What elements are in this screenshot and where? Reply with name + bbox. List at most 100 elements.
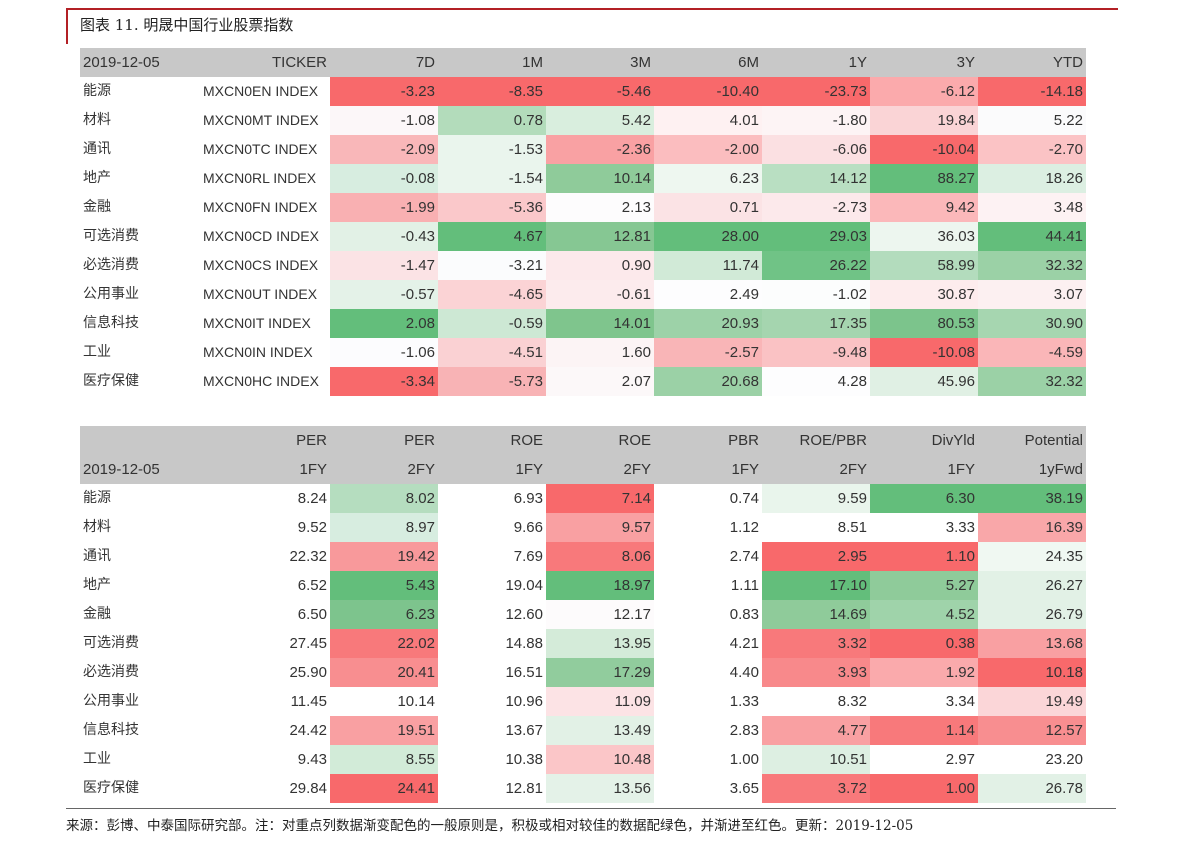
- value-cell: 8.06: [546, 542, 654, 571]
- sector-name: 能源: [83, 490, 111, 506]
- value-cell: 12.17: [546, 600, 654, 629]
- value-cell: 12.57: [978, 716, 1086, 745]
- ticker-cell: MXCN0RL INDEX: [203, 170, 317, 186]
- value-cell: 8.97: [330, 513, 438, 542]
- value-cell: 6.50: [222, 600, 330, 629]
- sector-name: 可选消费: [83, 228, 139, 244]
- value-cell: 44.41: [978, 222, 1086, 251]
- value-cell: 6.93: [438, 484, 546, 513]
- sector-name: 金融: [83, 199, 111, 215]
- value-cell: 4.01: [654, 106, 762, 135]
- subheader-per-2: 2FY: [330, 455, 438, 484]
- value-cell: 10.48: [546, 745, 654, 774]
- value-cell: 11.45: [222, 687, 330, 716]
- value-cell: 17.35: [762, 309, 870, 338]
- value-cell: 24.35: [978, 542, 1086, 571]
- value-cell: -1.47: [330, 251, 438, 280]
- value-cell: 20.93: [654, 309, 762, 338]
- value-cell: 12.60: [438, 600, 546, 629]
- value-cell: -8.35: [438, 77, 546, 106]
- header-7d: 7D: [330, 48, 438, 77]
- value-cell: 12.81: [438, 774, 546, 803]
- table-row: 工业 9.43 8.55 10.38 10.48 1.00 10.51 2.97 23.20: [80, 745, 1086, 774]
- value-cell: 88.27: [870, 164, 978, 193]
- value-cell: 1.14: [870, 716, 978, 745]
- value-cell: 0.78: [438, 106, 546, 135]
- value-cell: 2.13: [546, 193, 654, 222]
- source-note: 来源：彭博、中泰国际研究部。注：对重点列数据渐变配色的一般原则是，积极或相对较佳…: [66, 808, 1116, 834]
- sector-name: 地产: [83, 170, 111, 186]
- sector-name: 通讯: [83, 548, 111, 564]
- value-cell: -0.61: [546, 280, 654, 309]
- table-row: 可选消费 27.45 22.02 14.88 13.95 4.21 3.32 0.38 13.6…: [80, 629, 1086, 658]
- value-cell: 4.67: [438, 222, 546, 251]
- value-cell: 3.48: [978, 193, 1086, 222]
- value-cell: 7.69: [438, 542, 546, 571]
- sector-name: 可选消费: [83, 635, 139, 651]
- value-cell: 1.10: [870, 542, 978, 571]
- ticker-cell: MXCN0CD INDEX: [203, 228, 319, 244]
- ticker-cell: MXCN0TC INDEX: [203, 141, 318, 157]
- header-ytd: YTD: [978, 48, 1086, 77]
- subheader-per-1: 1FY: [222, 455, 330, 484]
- value-cell: -1.02: [762, 280, 870, 309]
- sector-name: 信息科技: [83, 315, 139, 331]
- value-cell: 9.42: [870, 193, 978, 222]
- subheader-roe-1: 1FY: [438, 455, 546, 484]
- value-cell: -4.65: [438, 280, 546, 309]
- sector-name: 金融: [83, 606, 111, 622]
- sector-name: 医疗保健: [83, 373, 139, 389]
- value-cell: 30.90: [978, 309, 1086, 338]
- sector-name: 能源: [83, 83, 111, 99]
- value-cell: 58.99: [870, 251, 978, 280]
- value-cell: -6.12: [870, 77, 978, 106]
- subheader-roe-pbr: 2FY: [762, 455, 870, 484]
- table-row: 金融 6.50 6.23 12.60 12.17 0.83 14.69 4.52 26.79: [80, 600, 1086, 629]
- value-cell: -2.57: [654, 338, 762, 367]
- value-cell: 1.33: [654, 687, 762, 716]
- value-cell: 4.77: [762, 716, 870, 745]
- value-cell: 5.43: [330, 571, 438, 600]
- table-row: 地产 MXCN0RL INDEX -0.08 -1.54 10.14 6.23 14.12 8…: [80, 164, 1086, 193]
- value-cell: 28.00: [654, 222, 762, 251]
- sector-name: 信息科技: [83, 722, 139, 738]
- value-cell: 24.41: [330, 774, 438, 803]
- value-cell: 5.22: [978, 106, 1086, 135]
- value-cell: 32.32: [978, 251, 1086, 280]
- value-cell: 0.83: [654, 600, 762, 629]
- header-3m: 3M: [546, 48, 654, 77]
- table-row: 能源 8.24 8.02 6.93 7.14 0.74 9.59 6.30 38.19: [80, 484, 1086, 513]
- header-1m: 1M: [438, 48, 546, 77]
- table-row: 公用事业 11.45 10.14 10.96 11.09 1.33 8.32 3.34 19.4…: [80, 687, 1086, 716]
- table-row: 医疗保健 29.84 24.41 12.81 13.56 3.65 3.72 1.00 26.7…: [80, 774, 1086, 803]
- ticker-cell: MXCN0IT INDEX: [203, 315, 311, 331]
- value-cell: 11.09: [546, 687, 654, 716]
- value-cell: -2.36: [546, 135, 654, 164]
- value-cell: 20.41: [330, 658, 438, 687]
- header-3y: 3Y: [870, 48, 978, 77]
- value-cell: 24.42: [222, 716, 330, 745]
- value-cell: 10.96: [438, 687, 546, 716]
- return-table: 2019-12-05 TICKER 7D 1M 3M 6M 1Y 3Y YTD …: [80, 48, 1086, 396]
- value-cell: -2.09: [330, 135, 438, 164]
- value-cell: 1.00: [870, 774, 978, 803]
- value-cell: 25.90: [222, 658, 330, 687]
- ticker-cell: MXCN0EN INDEX: [203, 83, 319, 99]
- header-ticker: TICKER: [200, 48, 330, 77]
- value-cell: 14.01: [546, 309, 654, 338]
- header-date: 2019-12-05: [80, 48, 200, 77]
- value-cell: -5.73: [438, 367, 546, 396]
- value-cell: 4.21: [654, 629, 762, 658]
- value-cell: 2.08: [330, 309, 438, 338]
- table-row: 通讯 MXCN0TC INDEX -2.09 -1.53 -2.36 -2.00 -6.06…: [80, 135, 1086, 164]
- value-cell: 26.22: [762, 251, 870, 280]
- value-cell: 3.33: [870, 513, 978, 542]
- header-date: 2019-12-05: [80, 455, 222, 484]
- value-cell: 6.23: [330, 600, 438, 629]
- value-cell: 1.12: [654, 513, 762, 542]
- table-row: 信息科技 24.42 19.51 13.67 13.49 2.83 4.77 1.14 12.5…: [80, 716, 1086, 745]
- value-cell: 9.59: [762, 484, 870, 513]
- value-cell: 8.51: [762, 513, 870, 542]
- table-row: 可选消费 MXCN0CD INDEX -0.43 4.67 12.81 28.00 29.0…: [80, 222, 1086, 251]
- value-cell: -5.46: [546, 77, 654, 106]
